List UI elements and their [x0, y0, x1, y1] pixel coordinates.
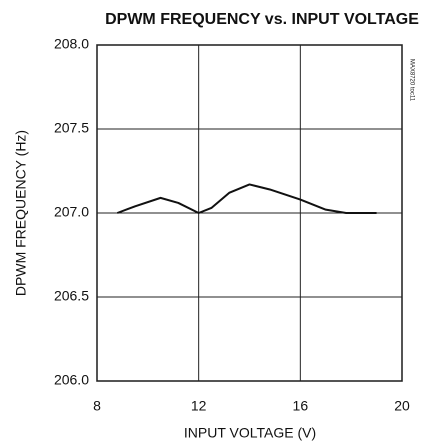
chart-title: DPWM FREQUENCY vs. INPUT VOLTAGE	[105, 11, 419, 28]
x-tick-label: 12	[191, 398, 207, 414]
y-tick-label: 206.5	[54, 288, 89, 304]
y-tick-label: 207.0	[54, 204, 89, 220]
y-tick-label: 208.0	[54, 36, 89, 52]
x-tick-label: 8	[93, 398, 101, 414]
annotation: MAX8720 toc11	[408, 59, 414, 102]
y-axis-label: DPWM FREQUENCY (Hz)	[13, 130, 29, 296]
y-tick-label: 207.5	[54, 120, 89, 136]
y-tick-label: 206.0	[54, 372, 89, 388]
x-tick-label: 20	[394, 398, 410, 414]
x-tick-label: 16	[293, 398, 309, 414]
x-axis-label: INPUT VOLTAGE (V)	[184, 425, 316, 441]
data-line	[116, 183, 377, 214]
